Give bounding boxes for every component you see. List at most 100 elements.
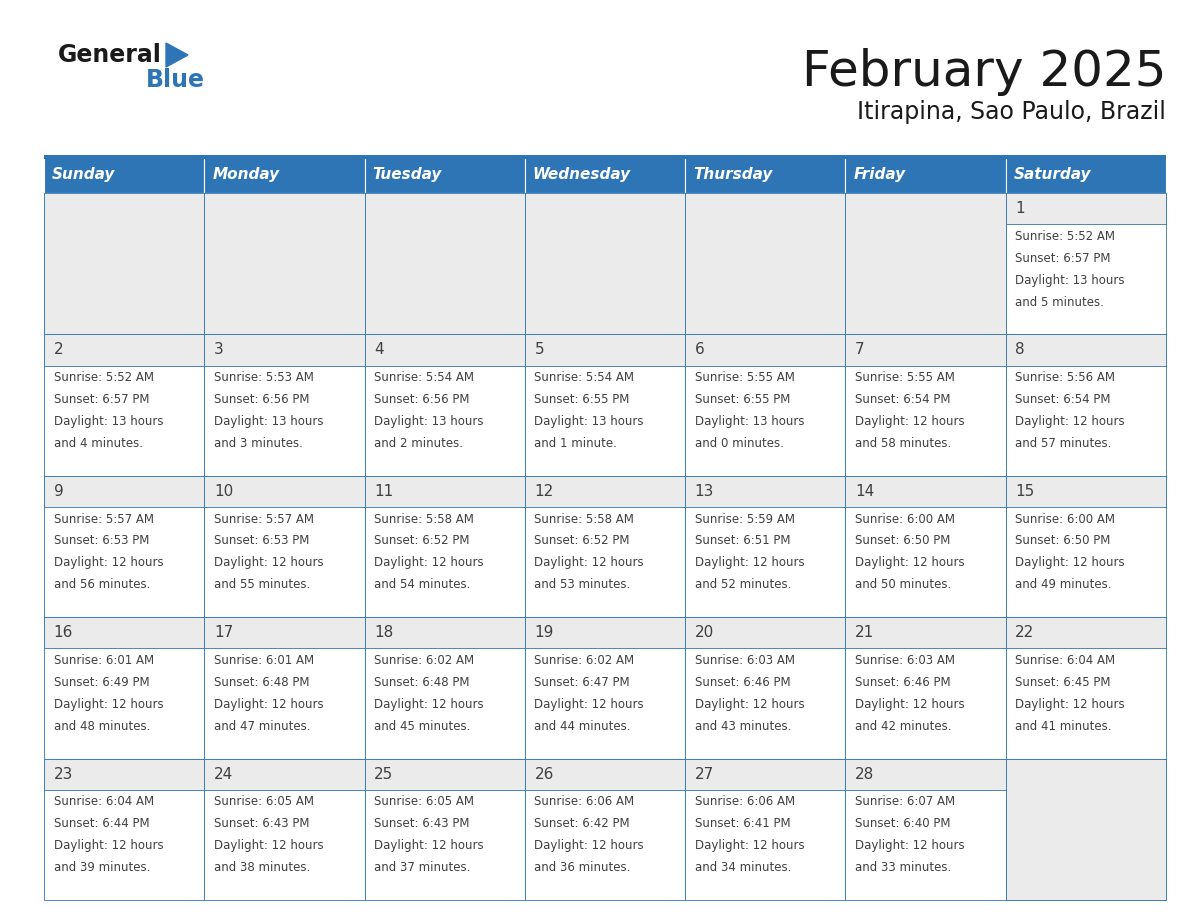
Text: Sunset: 6:46 PM: Sunset: 6:46 PM (695, 676, 790, 688)
Text: and 42 minutes.: and 42 minutes. (855, 720, 952, 733)
Text: 27: 27 (695, 767, 714, 781)
Text: Sunrise: 5:58 AM: Sunrise: 5:58 AM (535, 512, 634, 526)
Text: Daylight: 13 hours: Daylight: 13 hours (53, 415, 163, 428)
Text: Sunrise: 6:07 AM: Sunrise: 6:07 AM (855, 795, 955, 809)
Text: and 37 minutes.: and 37 minutes. (374, 861, 470, 874)
Text: Sunrise: 5:52 AM: Sunrise: 5:52 AM (1016, 230, 1116, 242)
Bar (685, 334, 846, 365)
Bar (365, 476, 525, 507)
Bar (525, 617, 685, 648)
Text: 1: 1 (1016, 201, 1025, 216)
Text: Sunset: 6:40 PM: Sunset: 6:40 PM (855, 817, 950, 830)
Bar (525, 758, 685, 789)
Text: Daylight: 12 hours: Daylight: 12 hours (855, 556, 965, 569)
Bar (846, 617, 1006, 758)
Text: and 41 minutes.: and 41 minutes. (1016, 720, 1112, 733)
Text: Sunrise: 5:54 AM: Sunrise: 5:54 AM (374, 371, 474, 384)
Text: Friday: Friday (853, 166, 905, 182)
Bar (525, 334, 685, 365)
Text: Sunrise: 6:00 AM: Sunrise: 6:00 AM (855, 512, 955, 526)
Bar (365, 617, 525, 758)
Bar (685, 476, 846, 507)
Bar (685, 758, 846, 789)
Text: Daylight: 12 hours: Daylight: 12 hours (855, 415, 965, 428)
Text: 22: 22 (1016, 625, 1035, 640)
Bar (365, 193, 525, 334)
Text: Sunrise: 5:56 AM: Sunrise: 5:56 AM (1016, 371, 1116, 384)
Bar (365, 155, 525, 193)
Text: and 55 minutes.: and 55 minutes. (214, 578, 310, 591)
Text: Daylight: 12 hours: Daylight: 12 hours (1016, 556, 1125, 569)
Text: Sunset: 6:53 PM: Sunset: 6:53 PM (53, 534, 148, 547)
Text: Sunrise: 6:05 AM: Sunrise: 6:05 AM (214, 795, 314, 809)
Bar (44, 617, 204, 648)
Text: Daylight: 12 hours: Daylight: 12 hours (695, 839, 804, 852)
Text: and 48 minutes.: and 48 minutes. (53, 720, 150, 733)
Text: February 2025: February 2025 (802, 48, 1165, 96)
Text: Sunrise: 6:03 AM: Sunrise: 6:03 AM (855, 654, 955, 667)
Text: Daylight: 13 hours: Daylight: 13 hours (695, 415, 804, 428)
Text: Sunrise: 6:01 AM: Sunrise: 6:01 AM (53, 654, 153, 667)
Text: 16: 16 (53, 625, 72, 640)
Bar (685, 617, 846, 758)
Bar (525, 334, 685, 476)
Text: Sunset: 6:42 PM: Sunset: 6:42 PM (535, 817, 630, 830)
Bar (525, 476, 685, 617)
Bar (525, 155, 685, 193)
Text: Daylight: 12 hours: Daylight: 12 hours (374, 839, 484, 852)
Text: 19: 19 (535, 625, 554, 640)
Bar (685, 193, 846, 334)
Text: 7: 7 (855, 342, 865, 357)
Bar (365, 617, 525, 648)
Bar (525, 193, 685, 334)
Text: Sunrise: 6:06 AM: Sunrise: 6:06 AM (695, 795, 795, 809)
Text: Sunset: 6:43 PM: Sunset: 6:43 PM (374, 817, 469, 830)
Text: Sunset: 6:43 PM: Sunset: 6:43 PM (214, 817, 309, 830)
Text: Sunset: 6:50 PM: Sunset: 6:50 PM (1016, 534, 1111, 547)
Text: and 3 minutes.: and 3 minutes. (214, 437, 303, 450)
Bar (44, 155, 204, 193)
Bar (44, 758, 204, 789)
Bar (846, 758, 1006, 789)
Bar (1006, 193, 1165, 224)
Text: Sunrise: 5:55 AM: Sunrise: 5:55 AM (855, 371, 955, 384)
Bar (204, 476, 365, 507)
Bar (525, 758, 685, 900)
Bar (44, 334, 204, 476)
Bar (204, 758, 365, 789)
Text: Sunset: 6:44 PM: Sunset: 6:44 PM (53, 817, 150, 830)
Bar (685, 155, 846, 193)
Text: Sunset: 6:47 PM: Sunset: 6:47 PM (535, 676, 630, 688)
Text: Daylight: 12 hours: Daylight: 12 hours (53, 839, 163, 852)
Text: 24: 24 (214, 767, 233, 781)
Text: Daylight: 12 hours: Daylight: 12 hours (535, 698, 644, 711)
Text: Sunrise: 6:00 AM: Sunrise: 6:00 AM (1016, 512, 1116, 526)
Text: Daylight: 12 hours: Daylight: 12 hours (535, 839, 644, 852)
Text: Daylight: 12 hours: Daylight: 12 hours (53, 698, 163, 711)
Text: 3: 3 (214, 342, 223, 357)
Bar (685, 758, 846, 900)
Bar (365, 334, 525, 476)
Text: Sunset: 6:51 PM: Sunset: 6:51 PM (695, 534, 790, 547)
Text: Sunrise: 6:06 AM: Sunrise: 6:06 AM (535, 795, 634, 809)
Bar (365, 193, 525, 334)
Text: Sunrise: 6:02 AM: Sunrise: 6:02 AM (374, 654, 474, 667)
Text: Sunset: 6:53 PM: Sunset: 6:53 PM (214, 534, 309, 547)
Text: 9: 9 (53, 484, 63, 498)
Text: Daylight: 12 hours: Daylight: 12 hours (855, 839, 965, 852)
Bar (44, 334, 204, 365)
Text: Sunset: 6:55 PM: Sunset: 6:55 PM (695, 393, 790, 406)
Bar (846, 476, 1006, 617)
Text: Sunrise: 5:54 AM: Sunrise: 5:54 AM (535, 371, 634, 384)
Bar (204, 193, 365, 334)
Bar (1006, 476, 1165, 617)
Text: Sunrise: 6:01 AM: Sunrise: 6:01 AM (214, 654, 314, 667)
Bar (846, 155, 1006, 193)
Text: 23: 23 (53, 767, 72, 781)
Text: and 57 minutes.: and 57 minutes. (1016, 437, 1112, 450)
Bar (846, 193, 1006, 334)
Text: Sunrise: 5:58 AM: Sunrise: 5:58 AM (374, 512, 474, 526)
Bar (365, 758, 525, 789)
Text: 15: 15 (1016, 484, 1035, 498)
Text: Sunrise: 6:03 AM: Sunrise: 6:03 AM (695, 654, 795, 667)
